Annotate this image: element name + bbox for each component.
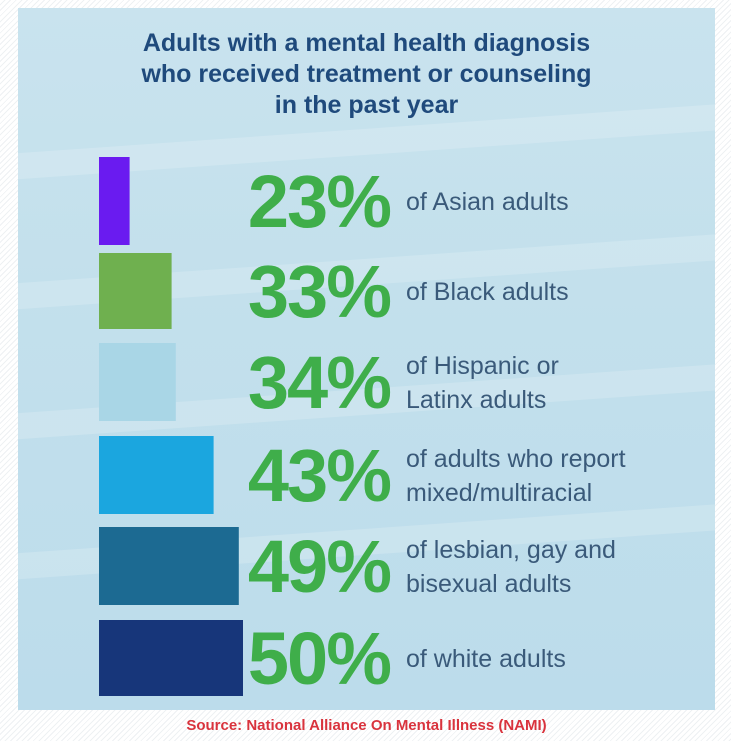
category-label: of Asian adults [406, 188, 569, 216]
bar-1 [99, 157, 130, 245]
value-label: 43% [248, 434, 390, 517]
chart-title-line: Adults with a mental health diagnosis [142, 29, 591, 57]
value-label: 50% [248, 617, 390, 700]
value-label: 33% [248, 250, 390, 333]
category-label: of Hispanic or [406, 352, 559, 380]
category-label: Latinx adults [406, 386, 546, 414]
bar-6 [99, 620, 243, 696]
value-label: 34% [248, 341, 390, 424]
category-label: of Black adults [406, 278, 569, 306]
source-note: Source: National Alliance On Mental Illn… [186, 717, 547, 734]
category-label: mixed/multiracial [406, 479, 592, 507]
chart-title: Adults with a mental health diagnosis wh… [18, 28, 715, 121]
chart-title-line: in the past year [274, 91, 459, 119]
value-label: 49% [248, 525, 390, 608]
category-label: of lesbian, gay and [406, 536, 616, 564]
category-label: of adults who report [406, 445, 626, 473]
bar-3 [99, 343, 176, 421]
value-label: 23% [248, 160, 390, 243]
category-label: bisexual adults [406, 570, 571, 598]
bar-2 [99, 253, 172, 329]
chart-title-line: who received treatment or counseling [141, 60, 592, 88]
bar-5 [99, 527, 239, 605]
bar-4 [99, 436, 214, 514]
category-label: of white adults [406, 645, 566, 673]
